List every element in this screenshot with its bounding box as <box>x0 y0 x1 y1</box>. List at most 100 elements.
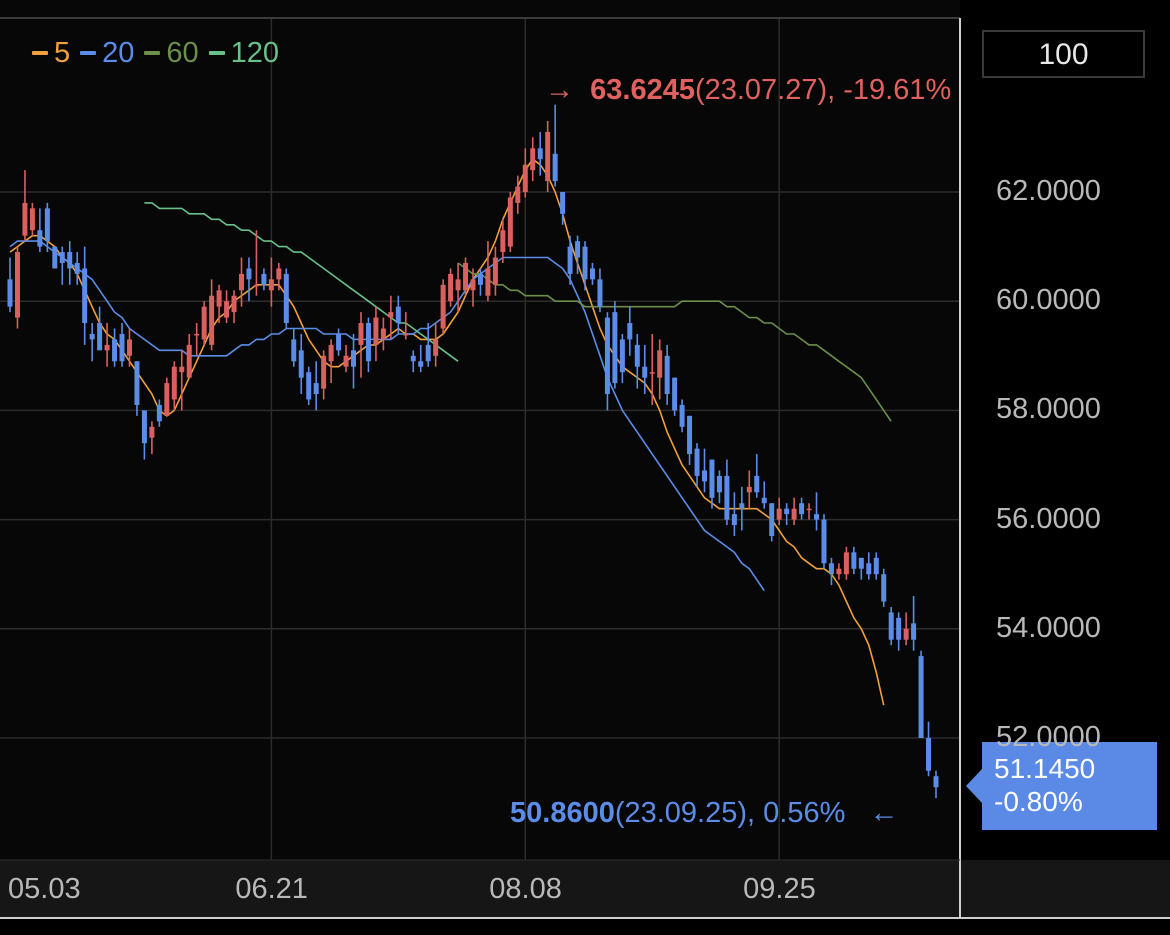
current-price-pointer-icon <box>966 769 982 803</box>
candle-body <box>44 208 50 242</box>
x-tick-label: 06.21 <box>235 873 308 905</box>
plot-background <box>0 0 960 860</box>
legend-item-ma20[interactable]: 20 <box>80 36 134 70</box>
legend-label-ma5: 5 <box>54 37 71 69</box>
candle-body <box>589 268 595 280</box>
candle-body <box>694 448 700 476</box>
candle <box>552 104 558 187</box>
candle <box>784 503 790 526</box>
max-price-detail: (23.07.27), -19.61% <box>694 74 952 106</box>
candle <box>455 262 461 313</box>
candle-body <box>642 366 648 378</box>
candle <box>522 148 528 198</box>
candle-body <box>403 333 409 336</box>
candle <box>358 312 364 378</box>
candle <box>253 230 259 296</box>
candle <box>209 279 215 351</box>
candle <box>373 306 379 362</box>
legend-swatch-ma5 <box>32 51 48 55</box>
candle-body <box>298 350 304 378</box>
candle <box>560 192 566 225</box>
candle-body <box>754 475 760 493</box>
candle <box>582 241 588 291</box>
candle <box>821 514 827 569</box>
candle <box>425 323 431 367</box>
candle <box>74 252 80 285</box>
legend-item-ma5[interactable]: 5 <box>32 36 70 70</box>
candle-body <box>164 383 170 416</box>
candle-body <box>724 475 730 520</box>
candle <box>231 290 237 324</box>
candle <box>7 257 13 313</box>
legend-item-ma60[interactable]: 60 <box>144 36 199 70</box>
period-count-input[interactable]: 100 <box>982 30 1145 78</box>
candle-body <box>388 312 394 318</box>
candle <box>739 486 745 531</box>
candle-body <box>896 617 902 640</box>
candle <box>828 557 834 586</box>
candle-body <box>448 273 454 302</box>
candle-body <box>545 131 551 182</box>
candle <box>679 399 685 433</box>
candle <box>164 377 170 416</box>
candle <box>313 361 319 411</box>
candle <box>903 612 909 646</box>
candle <box>619 333 625 384</box>
candle-body <box>410 355 416 362</box>
legend-swatch-ma120 <box>208 51 225 55</box>
candle-body <box>597 279 603 307</box>
candle <box>291 328 297 367</box>
candle <box>67 241 73 285</box>
candle-body <box>836 568 842 575</box>
candle <box>530 137 536 182</box>
candle <box>724 459 730 526</box>
candle <box>806 503 812 520</box>
candle-body <box>283 273 289 324</box>
candle-body <box>806 508 812 511</box>
y-tick-label: 54.0000 <box>996 611 1101 644</box>
candle-body <box>97 323 103 351</box>
candle-body <box>253 284 259 287</box>
candle-body <box>731 514 737 526</box>
min-price-marker: 50.8600(23.09.25), 0.56% ← <box>510 797 899 830</box>
candle-body <box>702 470 707 482</box>
legend-swatch-ma60 <box>144 51 161 55</box>
candle <box>597 268 603 313</box>
candle-body <box>873 557 879 575</box>
candle-body <box>321 355 327 389</box>
candle <box>567 235 573 285</box>
legend-item-ma120[interactable]: 120 <box>208 36 279 70</box>
candle <box>799 497 805 520</box>
candle-body <box>492 257 498 285</box>
candle-body <box>141 410 147 444</box>
candle-body <box>791 508 797 520</box>
candle <box>851 546 857 575</box>
candle-body <box>156 404 162 422</box>
candle <box>448 268 454 307</box>
ma-legend[interactable]: 5 20 60 120 <box>32 36 279 70</box>
candle-body <box>866 563 872 575</box>
candle <box>649 333 655 405</box>
candle-body <box>515 186 521 203</box>
candle-body <box>470 279 476 291</box>
candle-body <box>179 366 185 373</box>
candle-body <box>918 656 924 738</box>
y-tick-label: 56.0000 <box>996 502 1101 535</box>
candle <box>104 323 110 367</box>
candle <box>328 339 334 384</box>
candle <box>403 312 409 340</box>
candle <box>14 246 20 329</box>
candle <box>336 328 342 356</box>
candle-body <box>560 192 566 214</box>
candle <box>761 481 767 509</box>
candle-body <box>306 372 312 400</box>
candle <box>672 377 678 416</box>
candle <box>388 295 394 340</box>
candle <box>134 361 140 416</box>
candle <box>224 290 230 324</box>
candle <box>746 470 752 509</box>
candle-body <box>933 776 939 788</box>
candle <box>776 497 782 526</box>
candle-body <box>418 361 424 367</box>
